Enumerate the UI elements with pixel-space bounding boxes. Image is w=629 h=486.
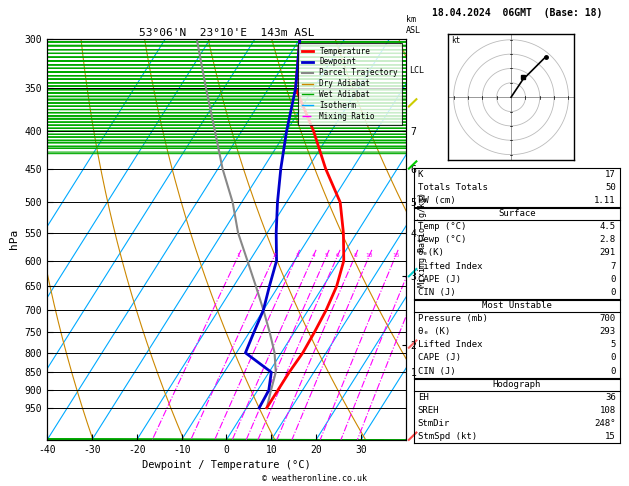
X-axis label: Dewpoint / Temperature (°C): Dewpoint / Temperature (°C) xyxy=(142,460,311,470)
Title: 53°06'N  23°10'E  143m ASL: 53°06'N 23°10'E 143m ASL xyxy=(138,28,314,38)
Text: Temp (°C): Temp (°C) xyxy=(418,222,466,231)
Text: 50: 50 xyxy=(605,183,616,192)
Text: Lifted Index: Lifted Index xyxy=(418,340,482,349)
Text: kt: kt xyxy=(451,35,460,45)
Text: 18.04.2024  06GMT  (Base: 18): 18.04.2024 06GMT (Base: 18) xyxy=(432,8,602,17)
Text: 2.8: 2.8 xyxy=(599,235,616,244)
Text: 15: 15 xyxy=(605,432,616,441)
Text: 17: 17 xyxy=(605,170,616,179)
Text: 15: 15 xyxy=(392,253,399,258)
Text: Pressure (mb): Pressure (mb) xyxy=(418,314,487,323)
Text: SREH: SREH xyxy=(418,406,439,415)
Legend: Temperature, Dewpoint, Parcel Trajectory, Dry Adiabat, Wet Adiabat, Isotherm, Mi: Temperature, Dewpoint, Parcel Trajectory… xyxy=(298,43,402,125)
Text: PW (cm): PW (cm) xyxy=(418,196,455,205)
Text: 4.5: 4.5 xyxy=(599,222,616,231)
Text: km
ASL: km ASL xyxy=(406,16,421,35)
Text: 8: 8 xyxy=(353,253,357,258)
Text: CAPE (J): CAPE (J) xyxy=(418,275,460,284)
Text: 108: 108 xyxy=(599,406,616,415)
Text: 5: 5 xyxy=(610,340,616,349)
Text: K: K xyxy=(418,170,423,179)
Text: 700: 700 xyxy=(599,314,616,323)
Text: Lifted Index: Lifted Index xyxy=(418,261,482,271)
Text: 0: 0 xyxy=(610,366,616,376)
Text: 0: 0 xyxy=(610,275,616,284)
Text: CIN (J): CIN (J) xyxy=(418,366,455,376)
Text: 248°: 248° xyxy=(594,419,616,428)
Text: 7: 7 xyxy=(610,261,616,271)
Text: 1: 1 xyxy=(237,253,240,258)
Text: Surface: Surface xyxy=(498,209,535,218)
Text: EH: EH xyxy=(418,393,428,402)
Text: 10: 10 xyxy=(365,253,373,258)
Y-axis label: Mixing Ratio (g/kg): Mixing Ratio (g/kg) xyxy=(418,192,427,287)
Text: Dewp (°C): Dewp (°C) xyxy=(418,235,466,244)
Text: Hodograph: Hodograph xyxy=(493,380,541,389)
Text: 4: 4 xyxy=(312,253,316,258)
Text: θₑ(K): θₑ(K) xyxy=(418,248,445,258)
Text: StmDir: StmDir xyxy=(418,419,450,428)
Text: Most Unstable: Most Unstable xyxy=(482,301,552,310)
Text: LCL: LCL xyxy=(409,67,425,75)
Text: 5: 5 xyxy=(325,253,328,258)
Text: 1.11: 1.11 xyxy=(594,196,616,205)
Text: StmSpd (kt): StmSpd (kt) xyxy=(418,432,477,441)
Text: © weatheronline.co.uk: © weatheronline.co.uk xyxy=(262,474,367,483)
Text: CIN (J): CIN (J) xyxy=(418,288,455,297)
Y-axis label: hPa: hPa xyxy=(9,229,19,249)
Text: 291: 291 xyxy=(599,248,616,258)
Text: θₑ (K): θₑ (K) xyxy=(418,327,450,336)
Text: 2: 2 xyxy=(273,253,277,258)
Text: 0: 0 xyxy=(610,288,616,297)
Text: CAPE (J): CAPE (J) xyxy=(418,353,460,363)
Text: 293: 293 xyxy=(599,327,616,336)
Text: 0: 0 xyxy=(610,353,616,363)
Text: 36: 36 xyxy=(605,393,616,402)
Text: Totals Totals: Totals Totals xyxy=(418,183,487,192)
Text: 3: 3 xyxy=(295,253,299,258)
Text: 6: 6 xyxy=(336,253,340,258)
